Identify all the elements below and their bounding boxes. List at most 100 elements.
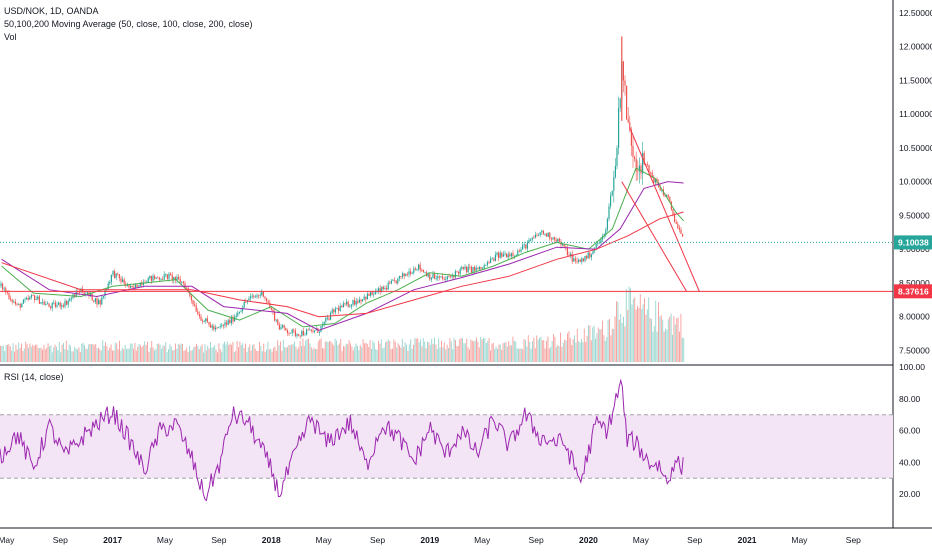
volume-bar xyxy=(49,346,50,362)
candle-body xyxy=(472,267,474,273)
candle-body xyxy=(294,330,296,336)
volume-bar xyxy=(338,343,340,362)
candle-body xyxy=(165,274,167,276)
candle-body xyxy=(549,232,551,239)
volume-bar xyxy=(592,327,594,362)
volume-bar xyxy=(663,331,665,362)
trendline[interactable] xyxy=(621,181,688,292)
volume-bar xyxy=(399,345,400,362)
volume-bar xyxy=(207,345,209,362)
volume-bar xyxy=(228,344,230,362)
time-tick-label: May xyxy=(791,535,808,545)
volume-bar xyxy=(173,350,175,362)
volume-bar xyxy=(378,340,379,362)
candle-body xyxy=(93,300,95,302)
candle-body xyxy=(637,170,639,172)
candle-body xyxy=(16,303,18,305)
candle-body xyxy=(306,329,308,335)
candle-body xyxy=(19,304,21,308)
volume-bar xyxy=(19,348,21,362)
volume-bar xyxy=(4,351,6,362)
volume-bar xyxy=(387,339,389,362)
volume-bar xyxy=(436,349,438,362)
candle-body xyxy=(480,266,482,269)
candle-body xyxy=(328,317,330,320)
volume-bar xyxy=(305,340,307,362)
volume-bar xyxy=(219,349,221,362)
volume-bar xyxy=(270,348,272,362)
rsi-indicator-legend[interactable]: RSI (14, close) xyxy=(4,372,64,382)
candle-body xyxy=(416,269,418,270)
time-tick-label: 2017 xyxy=(103,535,122,545)
candle-body xyxy=(554,237,556,240)
candle-body xyxy=(226,322,228,325)
candle-body xyxy=(248,298,250,301)
volume-bar xyxy=(597,327,599,362)
volume-bar xyxy=(546,340,547,362)
volume-bar xyxy=(536,335,538,362)
candle-body xyxy=(152,275,154,281)
volume-bar xyxy=(322,348,323,362)
volume-bar xyxy=(117,349,119,362)
chart-title[interactable]: USD/NOK, 1D, OANDA xyxy=(4,6,99,16)
candle-body xyxy=(477,267,479,270)
candle-body xyxy=(622,61,624,81)
volume-indicator-legend[interactable]: Vol xyxy=(4,32,17,42)
candle-body xyxy=(597,243,599,244)
candle-body xyxy=(34,295,36,300)
candle-body xyxy=(43,301,45,305)
volume-bar xyxy=(673,316,675,362)
volume-bar xyxy=(282,339,284,362)
volume-bar xyxy=(249,344,251,362)
volume-bar xyxy=(140,345,141,362)
volume-bar xyxy=(266,349,267,362)
volume-bar xyxy=(65,340,67,362)
volume-bar xyxy=(22,351,24,362)
volume-bar xyxy=(197,345,199,362)
volume-bar xyxy=(516,348,518,362)
volume-bar xyxy=(456,346,458,362)
ma-indicator-legend[interactable]: 50,100,200 Moving Average (50, close, 10… xyxy=(4,19,253,29)
volume-bar xyxy=(222,343,224,362)
volume-bar xyxy=(8,344,10,362)
volume-bar xyxy=(453,337,455,362)
volume-bar xyxy=(11,350,13,362)
volume-bar xyxy=(674,324,676,362)
volume-bar xyxy=(106,346,108,362)
volume-bar xyxy=(554,336,556,362)
time-tick-label: 2020 xyxy=(579,535,598,545)
candle-body xyxy=(358,299,360,303)
candle-body xyxy=(669,197,671,202)
volume-bar xyxy=(547,336,549,362)
volume-bar xyxy=(358,350,360,362)
volume-bar xyxy=(422,338,424,362)
volume-bar xyxy=(324,341,326,362)
volume-bar xyxy=(211,347,213,362)
volume-bar xyxy=(642,304,644,362)
candle-body xyxy=(27,298,29,300)
candle-body xyxy=(46,303,48,305)
volume-bar xyxy=(168,349,169,362)
candle-body xyxy=(245,301,247,303)
volume-bar xyxy=(492,342,494,362)
volume-bar xyxy=(614,316,616,362)
volume-bar xyxy=(301,345,302,362)
volume-bar xyxy=(495,346,497,362)
volume-bar xyxy=(152,347,154,362)
candle-body xyxy=(309,329,311,331)
volume-bar xyxy=(337,345,339,362)
volume-bar xyxy=(92,343,94,362)
trendline[interactable] xyxy=(629,127,700,292)
candle-body xyxy=(96,298,98,305)
volume-bar xyxy=(595,338,596,362)
candle-body xyxy=(382,286,384,289)
candle-body xyxy=(82,288,84,293)
volume-bar xyxy=(448,348,449,362)
volume-bar xyxy=(488,338,490,362)
candle-body xyxy=(474,267,476,271)
candle-body xyxy=(570,253,572,256)
volume-bar xyxy=(43,344,45,362)
candle-body xyxy=(70,297,72,299)
volume-bar xyxy=(35,344,36,362)
candle-body xyxy=(51,303,53,309)
